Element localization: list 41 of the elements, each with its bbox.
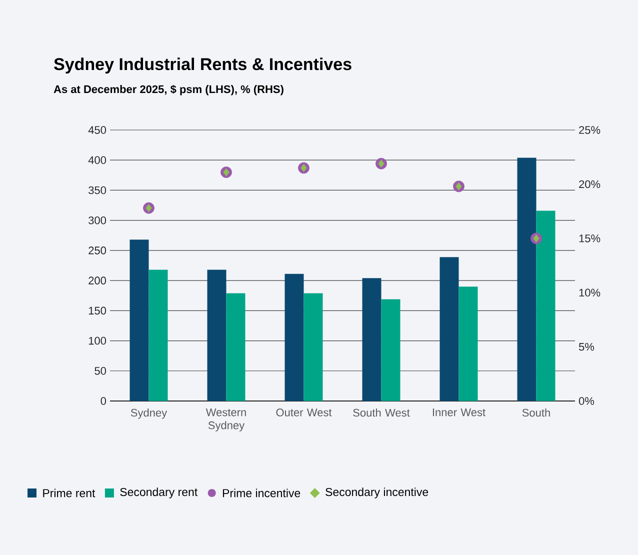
y2-tick-label: 0%	[578, 397, 594, 405]
x-tick-label: South	[522, 408, 550, 417]
bar	[440, 257, 459, 401]
x-tick-label: Sydney	[130, 408, 168, 419]
y2-tick-label: 25%	[579, 126, 600, 134]
x-tick-label: Outer West	[276, 408, 332, 416]
bar	[381, 299, 400, 401]
x-tick-label: South West	[353, 408, 410, 417]
legend-label: Secondary incentive	[326, 488, 428, 498]
y-tick-label: 50	[94, 367, 106, 375]
bar	[148, 270, 168, 401]
point	[223, 168, 230, 176]
y2-tick-label: 10%	[579, 288, 600, 296]
bar	[130, 240, 149, 401]
legend-label: Secondary rent	[120, 488, 198, 498]
bar	[226, 293, 246, 401]
legend-label: Prime rent	[43, 488, 96, 498]
bar	[458, 286, 478, 401]
y2-tick-label: 20%	[579, 180, 600, 188]
bar	[536, 210, 556, 401]
y-tick-label: 350	[88, 186, 106, 194]
x-tick-label: Inner West	[432, 408, 486, 416]
y-tick-label: 250	[88, 246, 106, 254]
chart-subtitle: As at December 2025, $ psm (LHS), % (RHS)	[54, 84, 284, 96]
bar	[304, 293, 323, 401]
bar	[207, 270, 226, 401]
y-tick-label: 400	[88, 156, 106, 164]
bar	[517, 158, 536, 401]
y-tick-label: 100	[88, 336, 106, 345]
y-tick-label: 200	[88, 276, 106, 284]
y-tick-label: 450	[88, 126, 106, 134]
y-tick-label: 0	[100, 397, 106, 405]
chart-title: Sydney Industrial Rents & Incentives	[54, 58, 352, 74]
y-tick-label: 300	[88, 216, 106, 224]
y2-tick-label: 15%	[579, 234, 600, 242]
y2-tick-label: 5%	[578, 342, 594, 351]
x-tick-label: Western Sydney	[206, 408, 246, 432]
bar	[362, 278, 382, 401]
legend-label: Prime incentive	[222, 488, 300, 498]
bar	[284, 274, 304, 401]
y-tick-label: 150	[88, 306, 106, 315]
